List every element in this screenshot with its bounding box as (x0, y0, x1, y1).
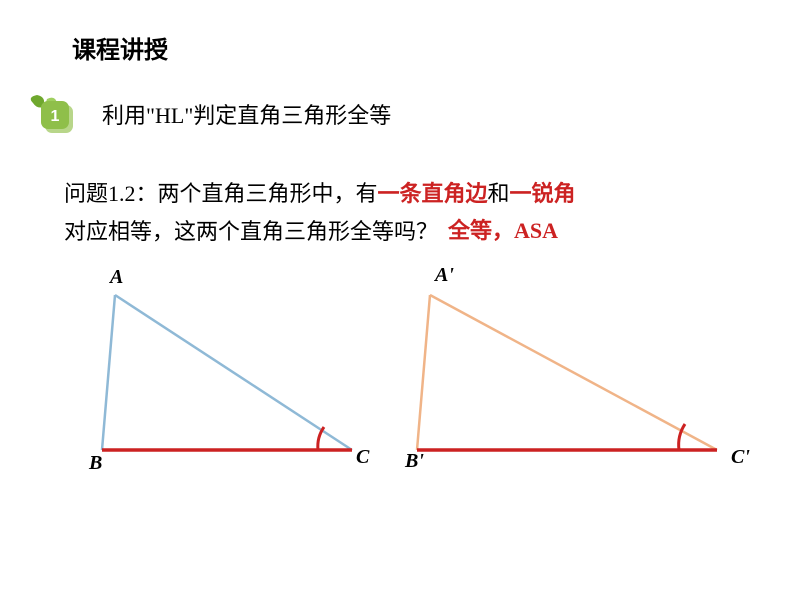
question-text: 问题1.2：两个直角三角形中，有一条直角边和一锐角 对应相等，这两个直角三角形全… (64, 175, 734, 251)
triangle-left (100, 280, 360, 460)
label-C-prime: C' (731, 446, 750, 469)
page-title: 课程讲授 (72, 30, 168, 65)
section-badge: 1 (25, 95, 77, 142)
triangle-right (415, 280, 735, 460)
answer-text: 全等，ASA (448, 213, 558, 245)
label-C: C (356, 446, 369, 469)
section-number: 1 (51, 108, 60, 125)
leaf-badge-icon: 1 (25, 95, 77, 137)
section-title: 利用"HL"判定直角三角形全等 (102, 98, 391, 130)
label-A: A (110, 266, 123, 289)
label-A-prime: A' (435, 264, 454, 287)
label-B: B (89, 452, 102, 475)
label-B-prime: B' (405, 450, 424, 473)
